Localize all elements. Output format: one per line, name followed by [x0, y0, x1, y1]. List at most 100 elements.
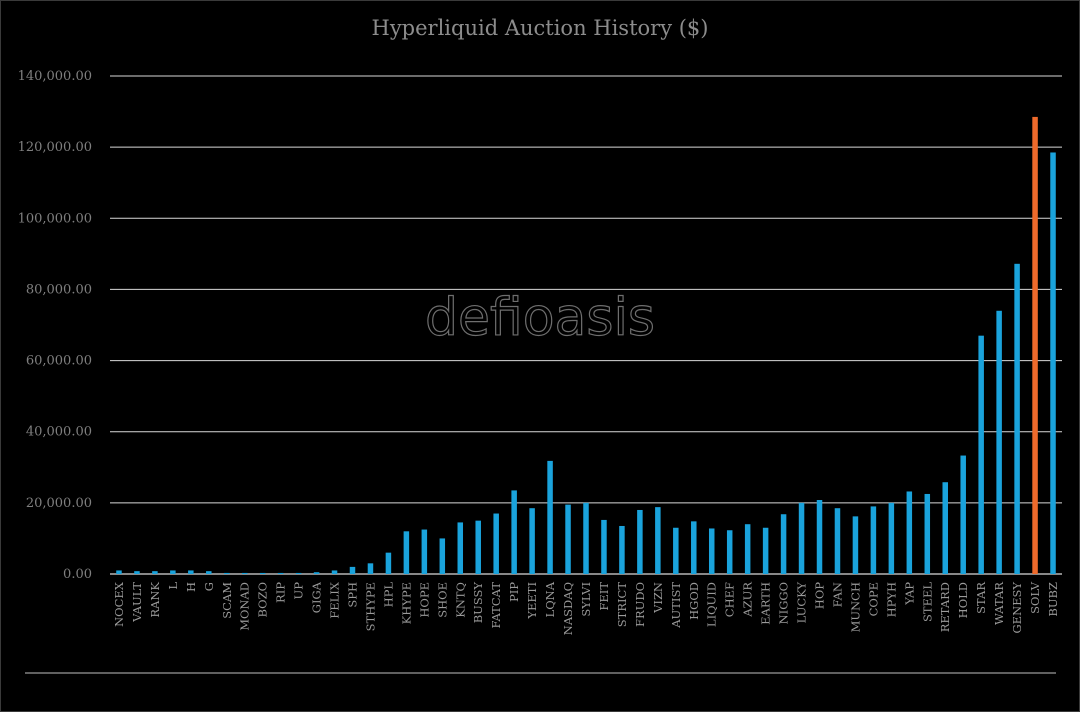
x-tick-label: HGOD: [687, 582, 701, 620]
bar-feit: [601, 519, 607, 574]
bar-genesy: [1014, 263, 1020, 574]
x-tick-label: RANK: [148, 582, 162, 618]
x-tick-label: EARTH: [759, 582, 773, 625]
gridlines: [110, 75, 1062, 575]
bar-kntq: [457, 522, 464, 574]
bar-rip: [277, 572, 284, 574]
x-tick-label: LIQUID: [705, 582, 719, 627]
x-tick-label: FEIT: [597, 582, 611, 611]
y-tick-label: 120,000.00: [18, 140, 92, 155]
bar-giga: [313, 572, 320, 574]
bar-hpyh: [888, 502, 895, 574]
x-tick-label: BUSSY: [471, 582, 485, 624]
bar-sph: [349, 566, 356, 574]
x-tick-label: KNTQ: [453, 582, 467, 618]
x-tick-label: LQNA: [543, 581, 557, 617]
x-tick-label: VAULT: [130, 582, 144, 623]
x-tick-label: MUNCH: [848, 582, 862, 632]
bar-earth: [762, 527, 769, 574]
x-tick-label: RIP: [274, 582, 288, 603]
x-tick-label: KHYPE: [399, 582, 413, 624]
bar-munch: [852, 516, 859, 574]
x-tick-label: STHYPE: [363, 582, 377, 631]
bar-bozo: [259, 572, 266, 574]
x-tick-label: YEETI: [525, 582, 539, 620]
x-tick-label: FATCAT: [489, 582, 503, 629]
x-tick-label: SYLVI: [579, 582, 593, 617]
x-tick-label: G: [202, 582, 216, 591]
bar-lqna: [547, 460, 553, 574]
bar-khype: [403, 531, 410, 574]
bar-strict: [619, 525, 625, 574]
x-axis-ticks: NOCEX VAULT RANK L H G SCAM MONAD BOZO RIP UP GIGA F…: [112, 581, 1060, 635]
x-tick-label: HPYH: [884, 582, 898, 617]
x-tick-label: NOCEX: [112, 581, 126, 627]
y-tick-label: 140,000.00: [18, 69, 92, 84]
bar-shoe: [439, 538, 446, 574]
x-tick-label: YAP: [902, 582, 916, 606]
y-tick-label: 80,000.00: [26, 282, 92, 297]
y-tick-label: 100,000.00: [18, 211, 92, 226]
x-tick-label: AUTIST: [669, 582, 683, 629]
x-tick-label: HOLD: [956, 582, 970, 618]
chart-title: Hyperliquid Auction History ($): [372, 16, 709, 40]
bar-bubz: [1050, 152, 1056, 574]
bar-niggo: [780, 514, 787, 574]
bar-vizn: [655, 507, 661, 574]
x-tick-label: SPH: [345, 582, 359, 608]
bar-hop: [816, 500, 823, 574]
bar-fatcat: [493, 513, 499, 574]
bar-star: [978, 335, 984, 574]
bar-h: [188, 570, 194, 574]
x-tick-label: SHOE: [435, 582, 449, 618]
y-tick-label: 0.00: [63, 567, 92, 582]
x-tick-label: FELIX: [328, 581, 342, 619]
x-tick-label: GENESY: [1010, 582, 1024, 634]
bar-lucky: [798, 502, 805, 574]
x-tick-label: L: [166, 582, 180, 590]
y-tick-label: 20,000.00: [26, 496, 92, 511]
bar-felix: [331, 570, 338, 574]
x-tick-label: BUBZ: [1046, 582, 1060, 617]
bar-sylvi: [583, 502, 589, 574]
x-tick-label: HOPE: [417, 582, 431, 618]
y-tick-label: 60,000.00: [26, 354, 92, 369]
bar-yap: [906, 491, 913, 574]
x-tick-label: NIGGO: [777, 582, 791, 624]
x-tick-label: PIP: [507, 582, 521, 602]
bar-retard: [942, 482, 948, 574]
x-tick-label: FAN: [830, 582, 844, 607]
x-tick-label: NASDAQ: [561, 582, 575, 635]
bar-g: [206, 571, 212, 574]
bar-up: [295, 572, 302, 574]
watermark: defioasis: [425, 288, 655, 348]
bar-cope: [870, 506, 877, 574]
bar-scam: [224, 572, 230, 574]
x-tick-label: MONAD: [238, 582, 252, 631]
bar-bussy: [475, 520, 481, 574]
bar-yeeti: [529, 508, 535, 574]
bar-sthype: [367, 563, 374, 574]
x-tick-label: VIZN: [651, 582, 665, 614]
bar-hope: [421, 529, 428, 574]
bar-nocex: [116, 570, 122, 574]
bar-chef: [726, 530, 733, 574]
bar-rank: [152, 571, 158, 574]
bar-hgod: [691, 521, 697, 574]
x-tick-label: COPE: [866, 582, 880, 616]
x-tick-label: SCAM: [220, 582, 234, 619]
x-tick-label: STAR: [974, 582, 988, 614]
bar-fan: [834, 508, 841, 574]
x-tick-label: HPL: [381, 582, 395, 608]
bar-l: [170, 570, 176, 574]
x-tick-label: AZUR: [741, 582, 755, 618]
bar-nasdaq: [565, 504, 571, 574]
bar-hold: [960, 455, 966, 574]
x-tick-label: UP: [292, 582, 306, 600]
x-tick-label: H: [184, 582, 198, 592]
bar-frudo: [637, 509, 643, 574]
bar-solv: [1032, 116, 1038, 575]
x-tick-label: STRICT: [615, 582, 629, 628]
x-tick-label: FRUDO: [633, 582, 647, 627]
